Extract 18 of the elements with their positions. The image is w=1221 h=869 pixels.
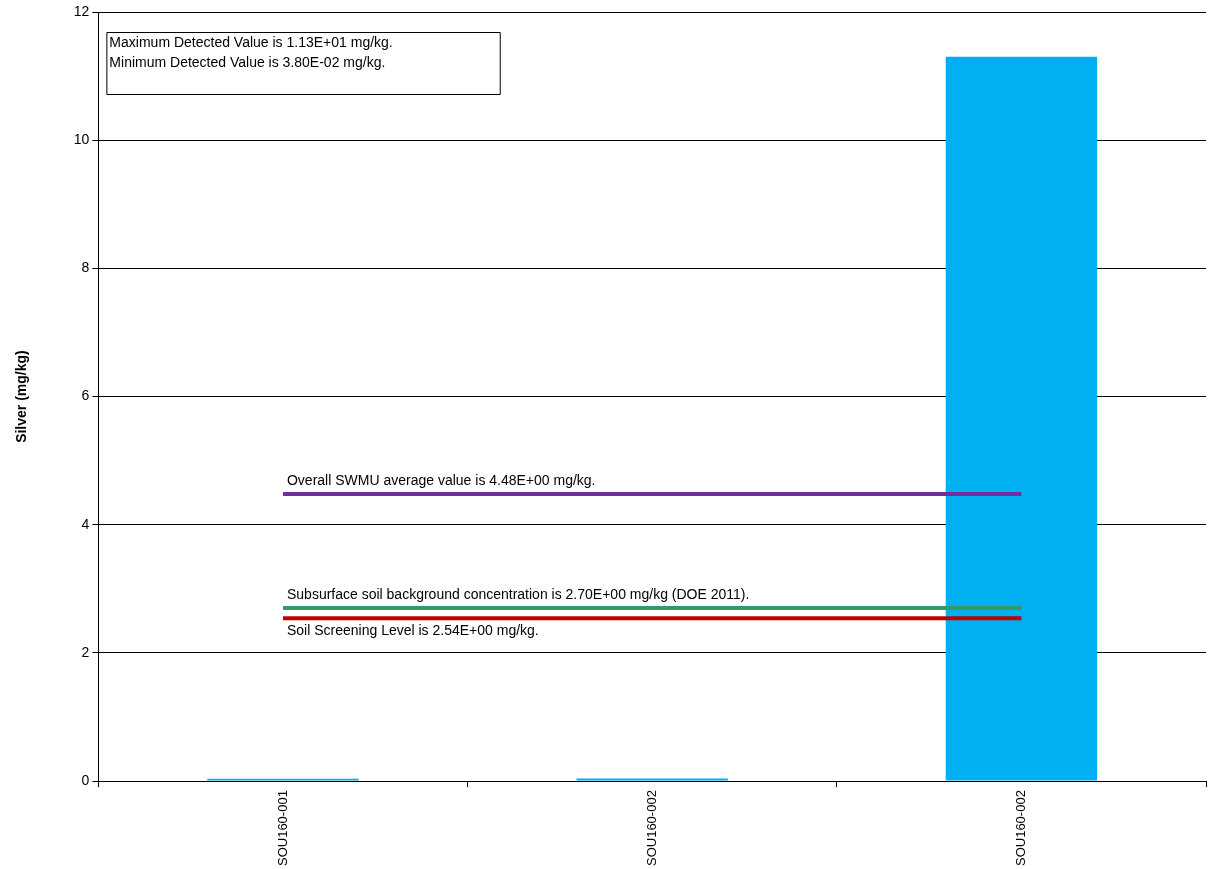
x-tick-label: SOU160-002 xyxy=(643,790,659,867)
y-tick-label: 6 xyxy=(81,387,90,404)
y-tick-label: 4 xyxy=(81,515,90,532)
y-tick-label: 10 xyxy=(73,131,90,148)
y-axis-title: Silver (mg/kg) xyxy=(13,350,30,443)
y-tick-label: 2 xyxy=(81,643,90,660)
ref-line-label: Overall SWMU average value is 4.48E+00 mg/kg. xyxy=(286,471,596,488)
ref-line-label: Soil Screening Level is 2.54E+00 mg/kg. xyxy=(286,622,539,639)
bar xyxy=(945,56,1098,781)
x-tick-label: SOU160-001 xyxy=(274,790,290,867)
ref-line-label: Subsurface soil background concentration is 2.70E+00 mg/kg (DOE 2011). xyxy=(286,585,750,602)
y-tick-label: 0 xyxy=(81,771,90,788)
y-tick-label: 8 xyxy=(81,259,90,276)
annotation: Maximum Detected Value is 1.13E+01 mg/kg. xyxy=(109,33,393,50)
x-tick-label: SOU160-002 xyxy=(1012,790,1028,867)
y-tick-label: 12 xyxy=(73,2,90,19)
annotation: Minimum Detected Value is 3.80E-02 mg/kg. xyxy=(109,53,386,70)
bar xyxy=(576,778,728,781)
